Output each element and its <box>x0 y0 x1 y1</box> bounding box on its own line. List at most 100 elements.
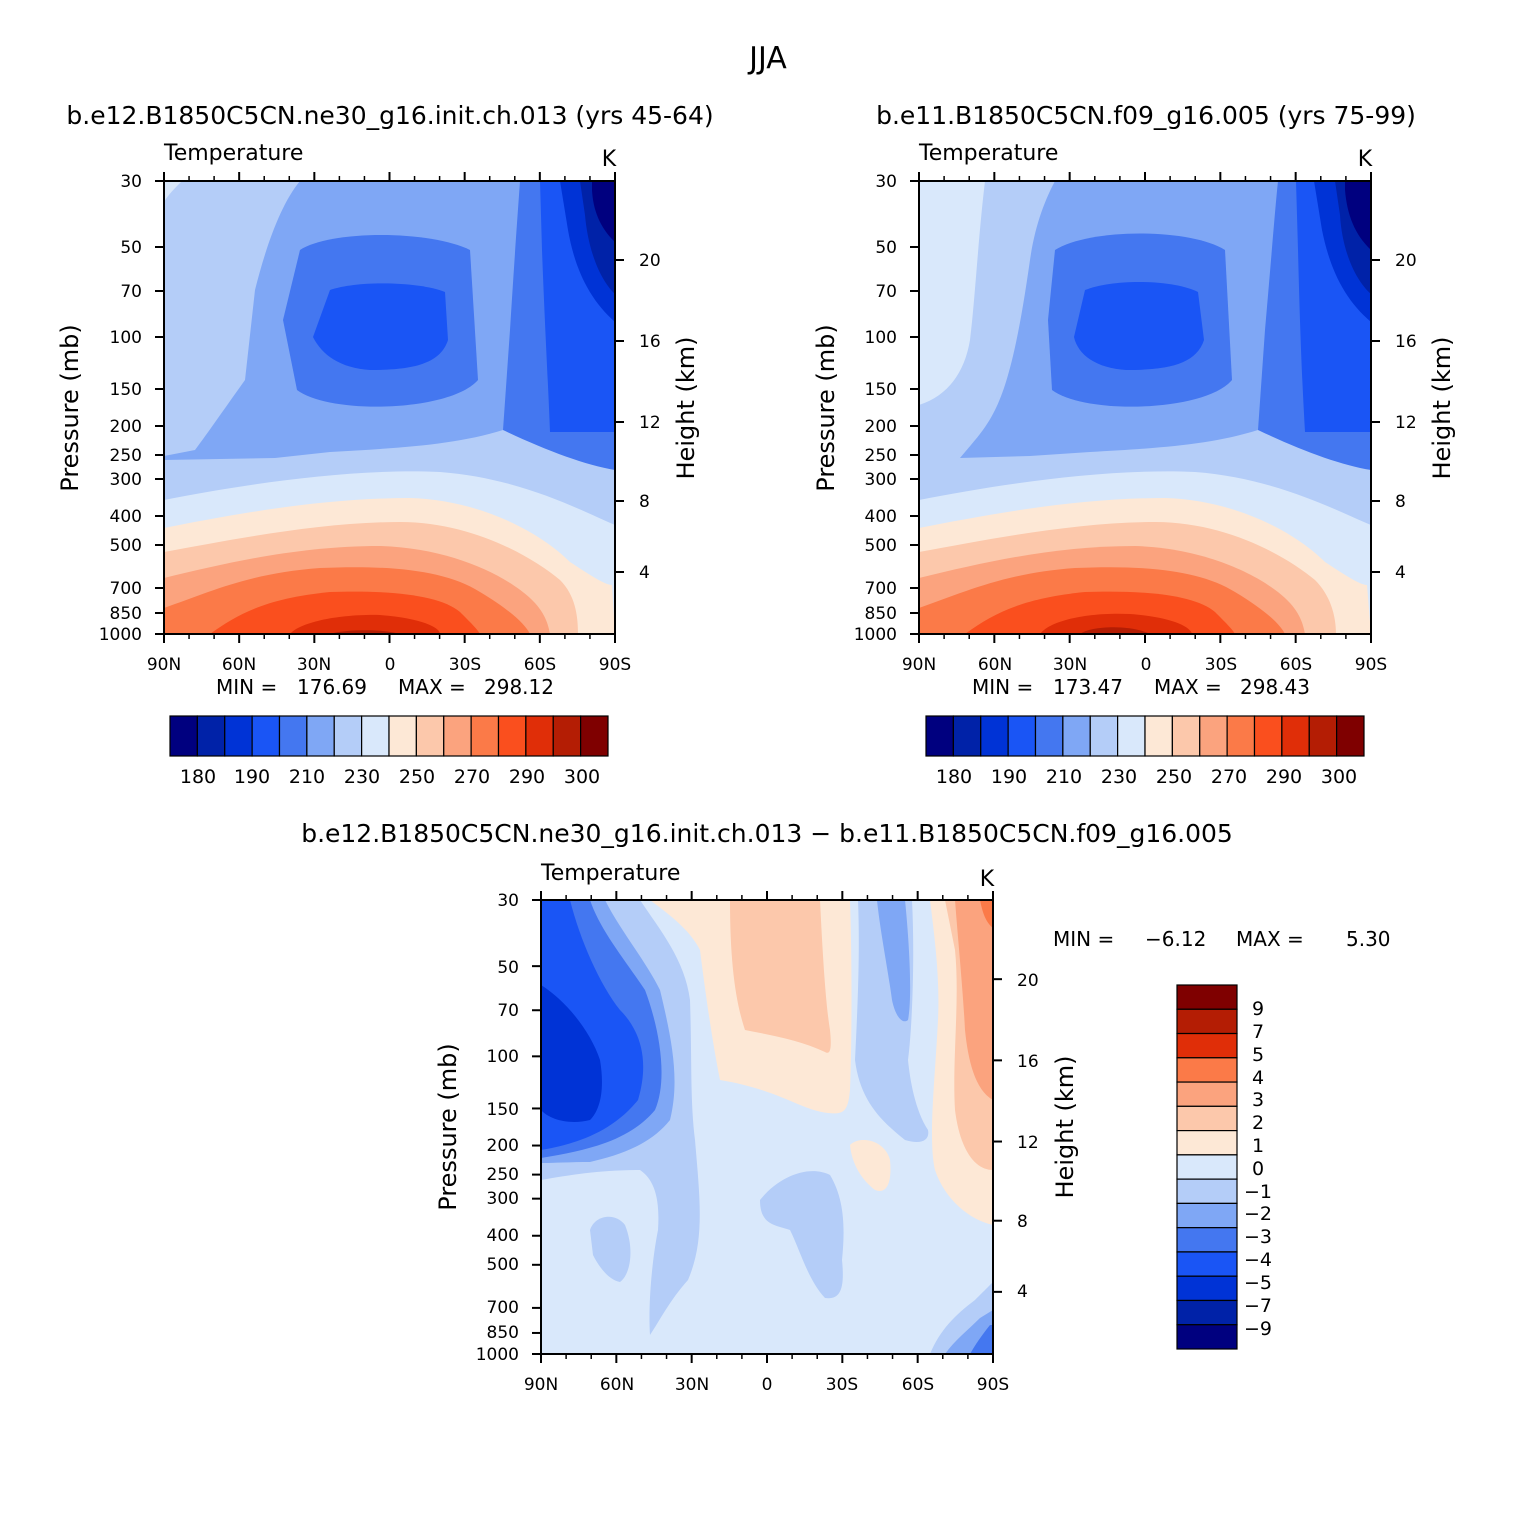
colorbar-swatch <box>1144 715 1173 757</box>
panel-1-y-tick: 150 <box>110 380 142 400</box>
panel-1-y-tick: 1000 <box>99 625 142 645</box>
panel-2-x-tick: 30S <box>1205 655 1237 675</box>
panel-3-colorbar-label: −7 <box>1244 1295 1272 1317</box>
panel-3-x-tick: 30S <box>826 1375 858 1395</box>
panel-1-y-tick: 50 <box>120 238 142 258</box>
colorbar-swatch <box>278 715 308 757</box>
panel-2-y-tick: 30 <box>875 172 897 192</box>
panel-3-colorbar-label: −5 <box>1244 1272 1272 1294</box>
panel-3-min-value: −6.12 <box>1145 927 1206 951</box>
colorbar-swatch <box>1176 1154 1238 1180</box>
panel-1-y-axis-label: Pressure (mb) <box>56 324 84 491</box>
panel-3-colorbar-label: −4 <box>1244 1249 1272 1271</box>
panel-2-contour-field <box>919 181 1371 634</box>
panel-2-y-tick: 850 <box>865 604 897 624</box>
panel-1-contour-field <box>164 181 615 634</box>
panel-1-colorbar-label: 250 <box>399 766 435 788</box>
colorbar-swatch <box>415 715 445 757</box>
panel-2-max-value: 298.43 <box>1240 675 1310 699</box>
panel-1-max-value: 298.12 <box>484 675 554 699</box>
panel-2-colorbar-label: 300 <box>1321 766 1357 788</box>
colorbar-swatch <box>1336 715 1365 757</box>
panel-2-y-ticks: 30 50 70 100 150 200 250 300 400 500 700… <box>854 172 897 645</box>
panel-1-min-value: 176.69 <box>297 675 367 699</box>
panel-1-y-tick: 200 <box>110 417 142 437</box>
colorbar-swatch <box>1226 715 1256 757</box>
panel-2-y2-tick: 20 <box>1395 251 1417 271</box>
panel-3-colorbar-label: 1 <box>1252 1135 1264 1157</box>
panel-3-y-tick: 850 <box>487 1323 519 1343</box>
panel-1-colorbar-label: 270 <box>454 766 490 788</box>
panel-3-contour-field <box>541 900 993 1354</box>
panel-3-y-tick: 100 <box>487 1047 519 1067</box>
panel-2-max-label: MAX = <box>1154 675 1222 699</box>
panel-1-colorbar-label: 230 <box>344 766 380 788</box>
panel-3-colorbar-label: 5 <box>1252 1044 1264 1066</box>
panel-3-y2-tick: 8 <box>1017 1212 1028 1232</box>
panel-3-x-tick: 60N <box>600 1375 634 1395</box>
panel-3-stats: MIN = −6.12 MAX = 5.30 <box>1053 927 1391 951</box>
colorbar-swatch <box>1176 984 1238 1010</box>
panel-3-colorbar: 9 7 5 4 3 2 1 0 −1 −2 −3 −4 −5 −7 −9 <box>1176 984 1272 1350</box>
panel-2-colorbar-boxes <box>925 715 1365 757</box>
colorbar-swatch <box>1253 715 1283 757</box>
panel-3-min-label: MIN = <box>1053 927 1114 951</box>
panel-1-x-tick: 30N <box>297 655 331 675</box>
colorbar-swatch <box>333 715 363 757</box>
panel-2-colorbar-label: 190 <box>991 766 1027 788</box>
colorbar-swatch <box>1176 1275 1238 1302</box>
colorbar-swatch <box>443 715 472 757</box>
panel-3-colorbar-label: 2 <box>1252 1112 1264 1134</box>
panel-2-colorbar-label: 210 <box>1046 766 1082 788</box>
colorbar-swatch <box>1176 1057 1238 1083</box>
panel-3-y-tick: 200 <box>487 1136 519 1156</box>
panel-2-colorbar-label: 180 <box>936 766 972 788</box>
panel-1-colorbar-boxes <box>169 715 609 757</box>
panel-3-y-tick: 150 <box>487 1100 519 1120</box>
panel-3-y-axis-label: Pressure (mb) <box>434 1043 462 1210</box>
panel-3-y2-ticks: 20 16 12 8 4 <box>1017 971 1039 1302</box>
panel-3-y-ticks: 30 50 70 100 150 200 250 300 400 500 700… <box>476 891 519 1365</box>
panel-1-colorbar-labels: 180 190 210 230 250 270 290 300 <box>180 766 600 788</box>
panel-3-colorbar-label: −2 <box>1244 1203 1272 1225</box>
colorbar-swatch <box>1176 1227 1238 1253</box>
panel-1-y2-tick: 4 <box>639 563 650 583</box>
panel-3-y-tick: 400 <box>487 1226 519 1246</box>
panel-1-units-label: K <box>602 147 617 172</box>
panel-2-y-tick: 100 <box>865 328 897 348</box>
panel-2-y2-tick: 12 <box>1395 413 1417 433</box>
panel-2-y-tick: 250 <box>865 446 897 466</box>
panel-3-x-tick: 60S <box>902 1375 934 1395</box>
panel-3-colorbar-labels: 9 7 5 4 3 2 1 0 −1 −2 −3 −4 −5 −7 −9 <box>1244 998 1272 1340</box>
colorbar-swatch <box>1176 1299 1238 1326</box>
panel-1-title: b.e12.B1850C5CN.ne30_g16.init.ch.013 (yr… <box>66 101 713 130</box>
colorbar-swatch <box>1089 715 1119 757</box>
panel-3-left-label: Temperature <box>540 861 680 886</box>
panel-3-colorbar-label: 0 <box>1252 1158 1264 1180</box>
panel-2-min-label: MIN = <box>972 675 1033 699</box>
colorbar-swatch <box>224 715 253 757</box>
panel-2-colorbar: 180 190 210 230 250 270 290 300 <box>925 715 1365 788</box>
colorbar-swatch <box>1281 715 1310 757</box>
panel-3-y2-tick: 16 <box>1017 1052 1039 1072</box>
panel-3-colorbar-label: 7 <box>1252 1021 1264 1043</box>
panel-1: b.e12.B1850C5CN.ne30_g16.init.ch.013 (yr… <box>56 101 714 788</box>
panel-2-x-tick: 90S <box>1355 655 1387 675</box>
panel-1-y-tick: 300 <box>110 470 142 490</box>
colorbar-swatch <box>251 715 281 757</box>
panel-1-y2-tick: 20 <box>639 251 661 271</box>
panel-1-stats: MIN = 176.69 MAX = 298.12 <box>216 675 554 699</box>
panel-1-x-tick: 60N <box>222 655 256 675</box>
panel-1-y-ticks: 30 50 70 100 150 200 250 300 400 500 700… <box>99 172 142 645</box>
panel-2-colorbar-label: 270 <box>1211 766 1247 788</box>
panel-3-max-value: 5.30 <box>1346 927 1391 951</box>
panel-3-x-ticks: 90N 60N 30N 0 30S 60S 90S <box>524 1375 1009 1395</box>
panel-2-x-ticks: 90N 60N 30N 0 30S 60S 90S <box>902 655 1387 675</box>
panel-1-y-tick: 500 <box>110 536 142 556</box>
panel-2-y-tick: 700 <box>865 579 897 599</box>
panel-3-colorbar-label: 3 <box>1252 1089 1264 1111</box>
colorbar-swatch <box>196 715 226 757</box>
panel-3-units-label: K <box>980 867 995 892</box>
panel-2-y2-tick: 4 <box>1395 563 1406 583</box>
